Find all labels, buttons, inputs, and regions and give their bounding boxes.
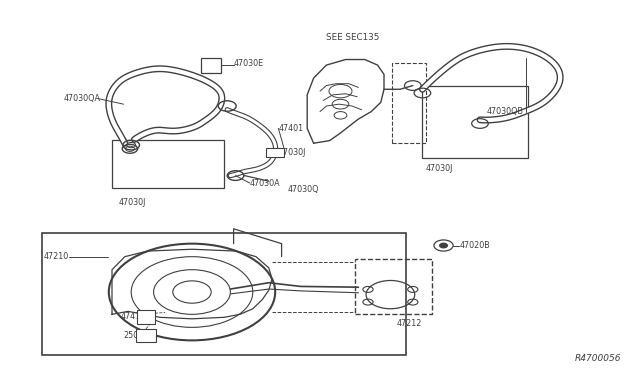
Bar — [112, 140, 224, 188]
Text: 47030A: 47030A — [250, 179, 280, 187]
FancyBboxPatch shape — [201, 58, 221, 73]
Bar — [136, 329, 156, 342]
Circle shape — [440, 243, 447, 248]
Text: 47030J: 47030J — [426, 164, 453, 173]
Bar — [392, 63, 426, 143]
Text: 47210: 47210 — [44, 252, 68, 261]
Text: 47030QA: 47030QA — [64, 94, 101, 103]
Text: 47030QB: 47030QB — [486, 107, 524, 116]
Text: 47478: 47478 — [120, 312, 145, 321]
Bar — [137, 310, 155, 324]
Text: 47401: 47401 — [278, 124, 303, 133]
Text: SEE SEC135: SEE SEC135 — [326, 33, 380, 42]
Bar — [422, 86, 528, 158]
Text: 47030E: 47030E — [234, 59, 264, 68]
Bar — [42, 232, 406, 355]
Bar — [355, 259, 432, 314]
Text: 47030J: 47030J — [278, 148, 306, 157]
Text: 47212: 47212 — [397, 319, 422, 328]
Text: 47030Q: 47030Q — [288, 185, 319, 194]
Text: 47030J: 47030J — [118, 198, 146, 207]
Text: 25085X: 25085X — [124, 331, 154, 340]
Text: 47020B: 47020B — [460, 241, 490, 250]
Text: R4700056: R4700056 — [574, 354, 621, 363]
Bar — [266, 148, 284, 157]
